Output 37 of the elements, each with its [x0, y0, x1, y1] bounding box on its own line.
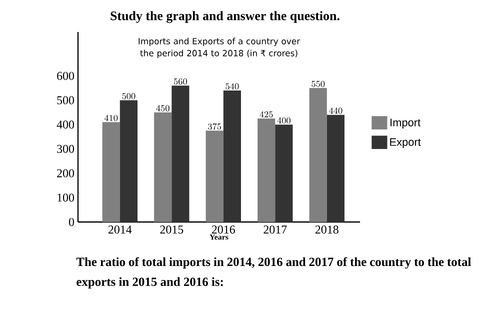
y-tick-label: 100: [58, 194, 74, 202]
y-tick-label: 500: [57, 96, 74, 104]
bar: [102, 122, 120, 222]
bar: [154, 112, 172, 222]
x-tick-label: 2016: [212, 226, 236, 234]
bar: [223, 90, 241, 222]
data-label: 550: [312, 80, 325, 88]
x-tick-label: 2018: [315, 226, 338, 234]
y-tick-label: 600: [57, 72, 74, 80]
bar: [172, 86, 190, 222]
legend-label: Export: [390, 138, 421, 148]
data-label: 425: [260, 111, 273, 118]
y-tick-label: 400: [56, 120, 74, 129]
bar: [258, 118, 276, 222]
bar: [275, 124, 293, 222]
y-tick-label: 300: [57, 144, 74, 153]
data-label: 410: [104, 114, 118, 122]
data-label: 450: [156, 105, 170, 112]
x-tick-label: 2015: [160, 226, 184, 234]
data-label: 375: [208, 123, 222, 130]
x-tick-label: 2017: [264, 226, 287, 234]
bar: [206, 130, 224, 222]
data-label: 560: [174, 78, 187, 85]
y-tick-label: 200: [57, 169, 74, 178]
y-tick-label: 0: [68, 218, 74, 226]
text: The ratio of total imports in 2014, 2016 and 2017 of the country to the total exports in 2015 and 2016 is:: [76, 257, 471, 289]
bar: [309, 88, 327, 222]
text: Study the graph and answer the question.: [110, 11, 340, 23]
data-label: 540: [226, 83, 239, 90]
data-label: 400: [277, 117, 290, 124]
legend-label: Import: [390, 118, 421, 128]
data-label: 500: [122, 93, 136, 100]
text: Imports and Exports of a country over the period 2014 to 2018 (in ₹ crores): [138, 38, 300, 58]
bar: [120, 100, 138, 222]
x-tick-label: 2014: [108, 226, 132, 234]
bar: [326, 114, 344, 222]
data-label: 440: [329, 108, 342, 114]
